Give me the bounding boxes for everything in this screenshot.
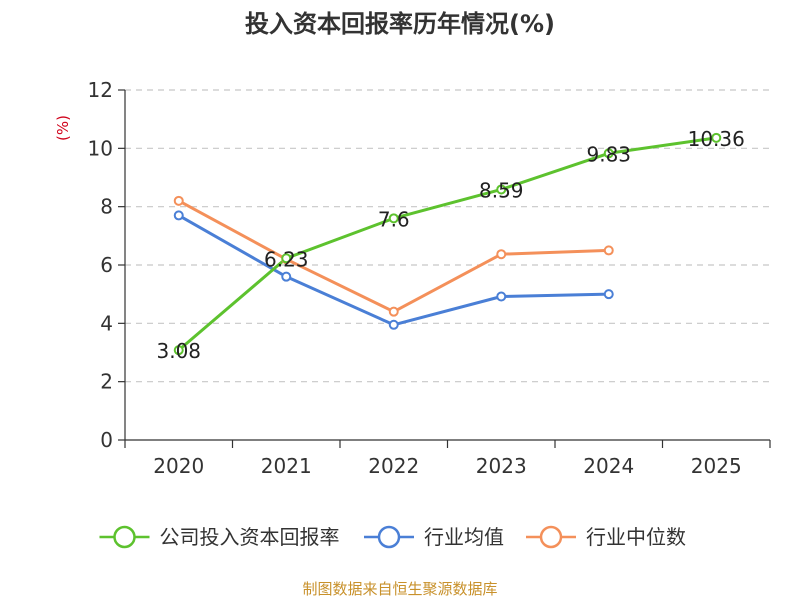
x-tick-label: 2020 <box>153 454 204 478</box>
y-tick-label: 4 <box>100 311 113 335</box>
data-point <box>603 245 614 256</box>
data-label: 3.08 <box>156 339 201 363</box>
y-tick-label: 6 <box>100 253 113 277</box>
data-point <box>173 210 184 221</box>
data-label: 10.36 <box>688 127 745 151</box>
chart-title: 投入资本回报率历年情况(%) <box>245 10 555 38</box>
data-point <box>388 213 399 224</box>
y-tick-label: 0 <box>100 428 113 452</box>
data-label: 9.83 <box>586 142 631 166</box>
data-point <box>603 148 614 159</box>
legend-label: 行业均值 <box>424 525 504 549</box>
y-tick-label: 10 <box>88 136 113 160</box>
data-point <box>281 271 292 282</box>
data-point <box>603 289 614 300</box>
data-point <box>496 291 507 302</box>
legend-marker <box>539 525 563 549</box>
series-line <box>177 136 718 352</box>
legend-marker <box>377 525 401 549</box>
data-point <box>388 319 399 330</box>
data-point <box>173 345 184 356</box>
data-point <box>496 249 507 260</box>
x-tick-label: 2024 <box>583 454 634 478</box>
legend-item: 公司投入资本回报率 <box>99 525 340 549</box>
gridlines <box>125 89 770 383</box>
data-point <box>281 253 292 264</box>
y-tick-label: 2 <box>100 370 113 394</box>
data-label: 7.6 <box>378 207 410 231</box>
data-point <box>388 306 399 317</box>
x-tick-label: 2021 <box>261 454 312 478</box>
source-note: 制图数据来自恒生聚源数据库 <box>302 580 498 598</box>
data-labels: 3.08 6.23 7.6 8.59 9.83 10.36 <box>156 127 744 363</box>
x-tick-label: 2025 <box>691 454 742 478</box>
y-tick-label: 8 <box>100 195 113 219</box>
legend-item: 行业中位数 <box>526 525 686 549</box>
axes: 0 2 4 6 8 10 12 2020 2021 2022 2023 2024 2025 (%) <box>54 78 771 478</box>
y-axis-unit-label: (%) <box>54 115 72 141</box>
y-tick-label: 12 <box>88 78 113 102</box>
legend-item: 行业均值 <box>364 525 504 549</box>
legend-label: 公司投入资本回报率 <box>160 525 340 549</box>
series-lines <box>177 136 718 352</box>
x-tick-label: 2023 <box>476 454 527 478</box>
legend: 公司投入资本回报率 行业均值 行业中位数 <box>99 525 686 549</box>
data-label: 6.23 <box>264 247 309 271</box>
legend-label: 行业中位数 <box>586 525 686 549</box>
data-points <box>173 132 722 356</box>
x-tick-label: 2022 <box>368 454 419 478</box>
data-label: 8.59 <box>479 178 524 202</box>
data-point <box>711 132 722 143</box>
data-point <box>173 195 184 206</box>
legend-marker <box>113 525 136 549</box>
data-point <box>496 184 507 195</box>
